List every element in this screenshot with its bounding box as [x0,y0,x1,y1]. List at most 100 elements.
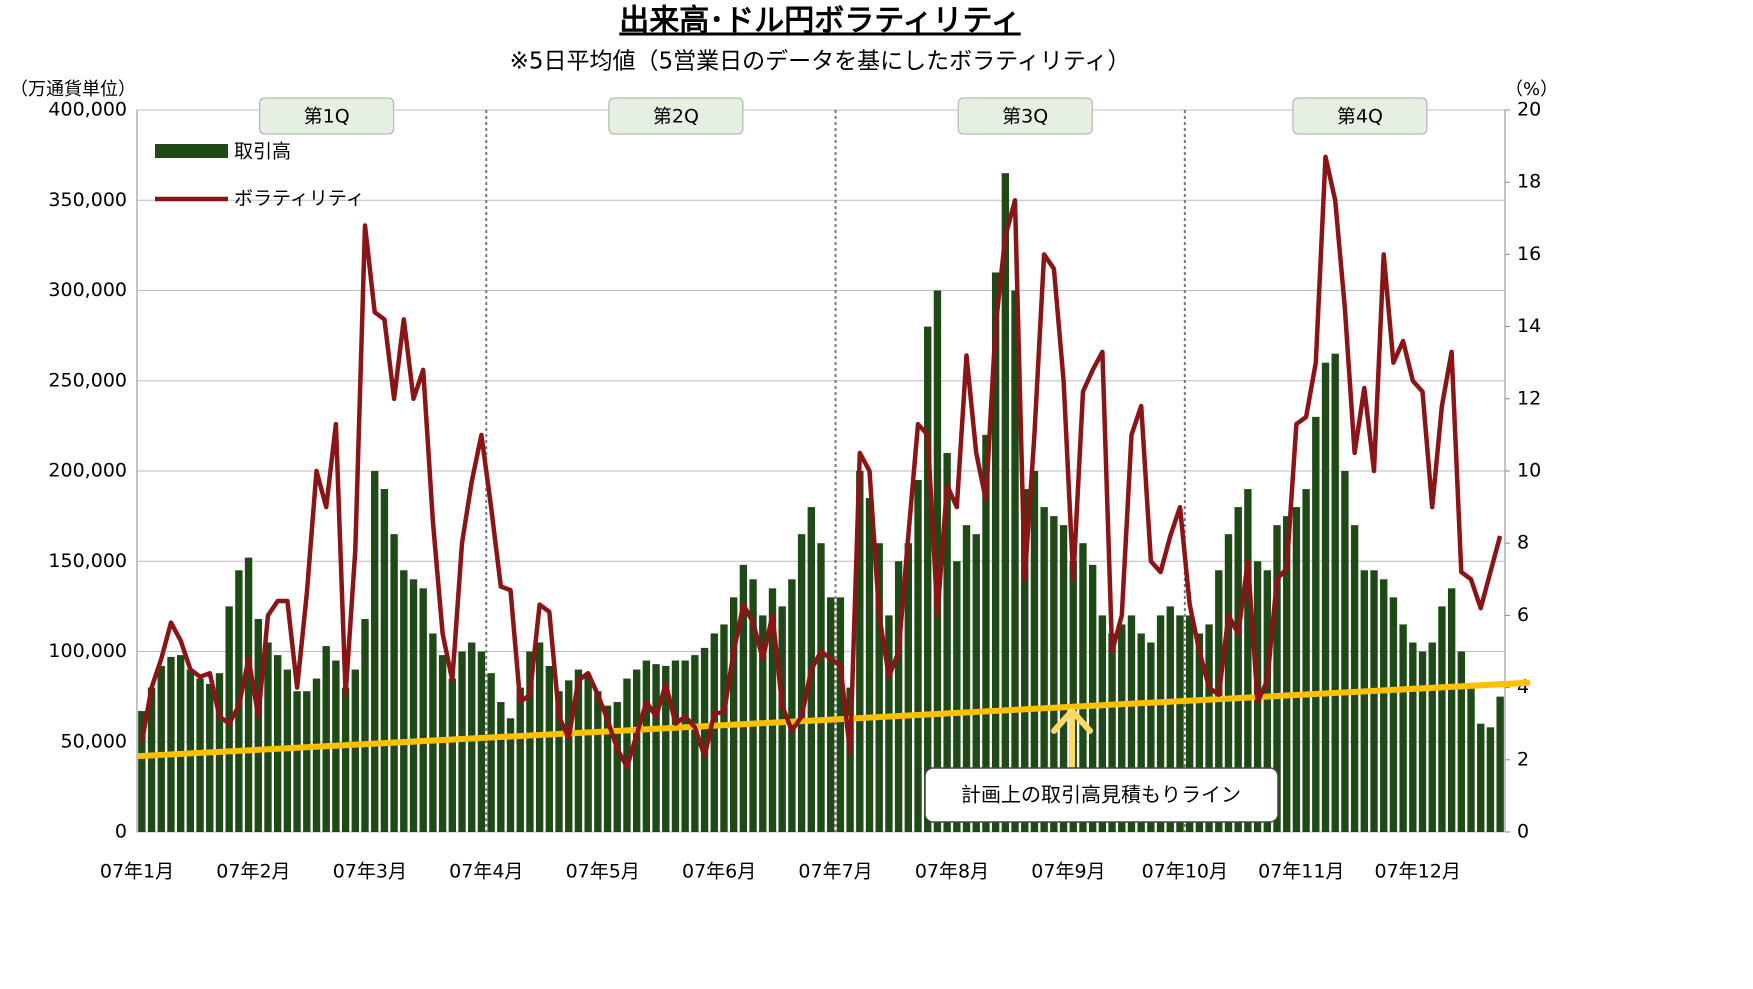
x-tick-label: 07年4月 [449,861,523,883]
y2-tick-label: 18 [1517,171,1541,193]
bar [1205,624,1213,832]
bar [865,498,874,832]
chart-title: 出来高･ドル円ボラティリティ [619,4,1020,39]
x-tick-label: 07年1月 [100,861,174,883]
y-tick-label: 350,000 [48,189,127,211]
bar [1059,525,1068,832]
y2-tick-label: 14 [1517,315,1541,337]
bar [749,579,757,832]
bar [1321,362,1330,832]
bar [176,655,185,832]
bar [623,678,631,832]
quarter-box [1292,97,1428,135]
bar [206,683,214,832]
bar [700,647,709,832]
bar [632,669,641,832]
bar [846,687,854,832]
bar [526,651,534,832]
bar [273,655,282,832]
y-tick-label: 200,000 [48,460,127,482]
quarter-label: 第1Q [304,106,350,128]
quarter-box [259,97,395,135]
x-tick-label: 07年6月 [682,861,756,883]
bar [574,669,583,832]
quarter-label: 第4Q [1337,106,1383,128]
bar [1350,525,1359,832]
bar [506,718,515,832]
bar [904,543,913,832]
x-tick-label: 07年3月 [333,861,407,883]
bar [516,687,524,832]
bar [991,272,1000,832]
bar [962,525,971,832]
y2-tick-label: 12 [1517,387,1541,409]
volatility-line [139,154,1503,770]
annotation-text: 計画上の取引高見積もりライン [961,783,1241,807]
bar [448,678,457,832]
bar [875,543,883,832]
bar [1312,416,1320,832]
bar [1428,642,1436,832]
plan-line [136,679,1531,760]
bar [914,480,922,832]
x-tick-label: 07年9月 [1031,861,1105,883]
bar [1457,651,1466,832]
bar [691,655,699,832]
bar [1011,290,1019,832]
x-tick-label: 07年8月 [915,861,989,883]
bar [555,691,563,832]
bar [1370,570,1378,832]
y-tick-label: 250,000 [48,369,127,391]
bar [613,702,621,832]
legend-label: 取引高 [234,141,291,163]
bar [1050,516,1058,832]
bar [167,656,175,832]
bar [390,534,398,832]
bar [1001,173,1010,833]
bar [1438,606,1446,832]
y2-axis-label: （%） [1505,79,1558,100]
quarter-label: 第3Q [1002,106,1048,128]
bar [1389,597,1398,832]
bar [1137,633,1145,832]
bar [1409,642,1417,832]
legend-swatch [155,144,228,158]
bar [293,691,301,832]
x-tick-label: 07年11月 [1258,861,1344,883]
bar [1244,489,1252,832]
bar [1176,615,1184,832]
bar [662,665,670,832]
y-axis-label: （万通貨単位） [10,79,136,100]
x-tick-label: 07年12月 [1375,861,1461,883]
bar [603,705,612,832]
bar [1418,651,1427,832]
bar [894,561,903,832]
bar [982,434,990,832]
bar [497,702,505,832]
bar [1486,727,1495,832]
bar [565,680,573,832]
y-tick-label: 300,000 [48,279,127,301]
bar [312,678,321,832]
bar [584,676,592,832]
bar [1273,525,1281,832]
bar [1496,696,1504,832]
bar [729,597,738,832]
bar [1098,615,1107,832]
y-tick-label: 100,000 [48,640,127,662]
bar [1380,579,1388,832]
quarter-box [608,97,744,135]
bar [933,290,942,832]
bar [788,579,796,832]
bar [652,664,660,832]
bar [1447,588,1456,832]
bar [1399,624,1407,832]
legend-label: ボラティリティ [234,188,365,210]
x-tick-label: 07年7月 [798,861,872,883]
bar [856,471,864,832]
chart-subtitle: ※5日平均値（5営業日のデータを基にしたボラティリティ） [510,49,1131,75]
bar [477,651,486,832]
bar [797,534,806,832]
bar [1195,633,1204,832]
x-tick-label: 07年10月 [1142,861,1228,883]
